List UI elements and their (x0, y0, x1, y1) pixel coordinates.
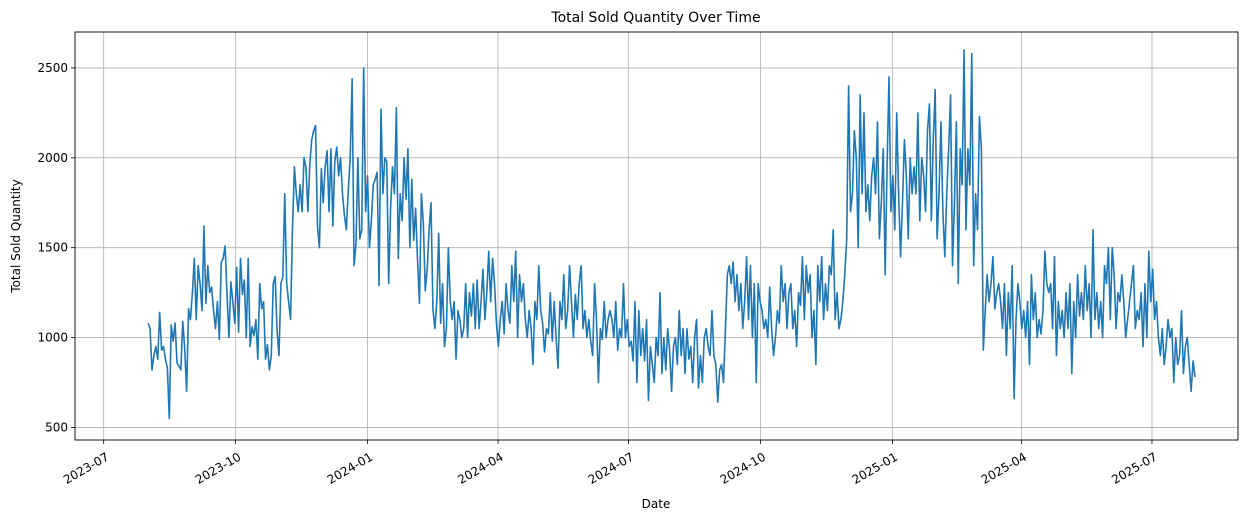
y-tick-label: 2500 (37, 61, 68, 75)
x-axis-label: Date (642, 497, 671, 511)
series-line-total-sold-quantity (147, 49, 1196, 420)
y-tick-label: 2000 (37, 151, 68, 165)
plot-area-frame (74, 31, 1239, 441)
y-tick-label: 1000 (37, 331, 68, 345)
y-tick-label: 500 (45, 420, 68, 434)
grid-layer (75, 32, 1238, 440)
chart-title: Total Sold Quantity Over Time (550, 10, 760, 26)
y-axis-label: Total Sold Quantity (9, 179, 23, 293)
y-tick-label: 1500 (37, 241, 68, 255)
